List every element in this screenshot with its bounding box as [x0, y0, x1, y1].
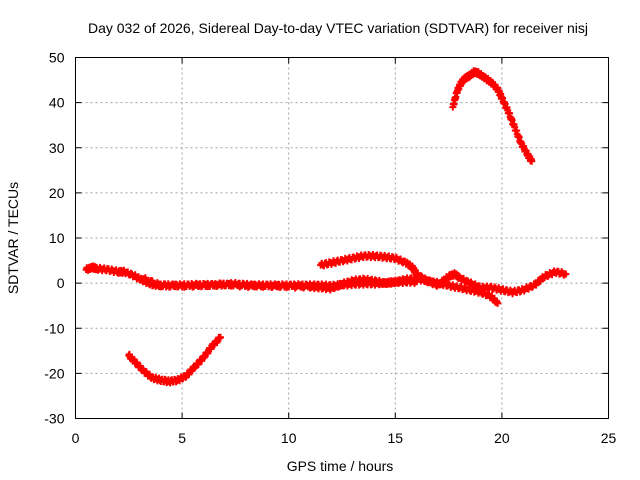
data-point: [216, 333, 224, 341]
axis-ticks: 0 5 10 15 20 25 -30 -20 -10 0 10 20 30 40 50: [44, 50, 616, 447]
y-axis-label: SDTVAR / TECUs: [5, 182, 21, 294]
y-tick-label: -30: [44, 411, 64, 427]
x-tick-label: 0: [72, 430, 80, 446]
data-point: [417, 272, 425, 280]
data-point: [562, 270, 570, 278]
x-tick-label: 15: [388, 430, 404, 446]
data-point: [494, 299, 502, 307]
data-point: [528, 157, 536, 165]
y-tick-label: 30: [49, 140, 65, 156]
x-tick-label: 5: [178, 430, 186, 446]
x-tick-label: 10: [281, 430, 297, 446]
series-trace-2: [140, 267, 570, 298]
x-tick-label: 20: [494, 430, 510, 446]
y-tick-label: -10: [44, 320, 64, 336]
series-trace-3: [317, 250, 502, 307]
y-tick-label: 20: [49, 185, 65, 201]
y-tick-label: 0: [57, 275, 65, 291]
y-tick-label: -20: [44, 365, 64, 381]
grid: [75, 57, 609, 419]
y-tick-label: 40: [49, 95, 65, 111]
y-tick-label: 10: [49, 230, 65, 246]
chart-title: Day 032 of 2026, Sidereal Day-to-day VTE…: [88, 20, 588, 36]
series-trace-4: [125, 333, 224, 387]
x-axis-label: GPS time / hours: [287, 458, 394, 474]
y-tick-label: 50: [49, 50, 65, 66]
data-points: [82, 67, 570, 387]
series-trace-5: [449, 67, 536, 165]
x-tick-label: 25: [601, 430, 617, 446]
